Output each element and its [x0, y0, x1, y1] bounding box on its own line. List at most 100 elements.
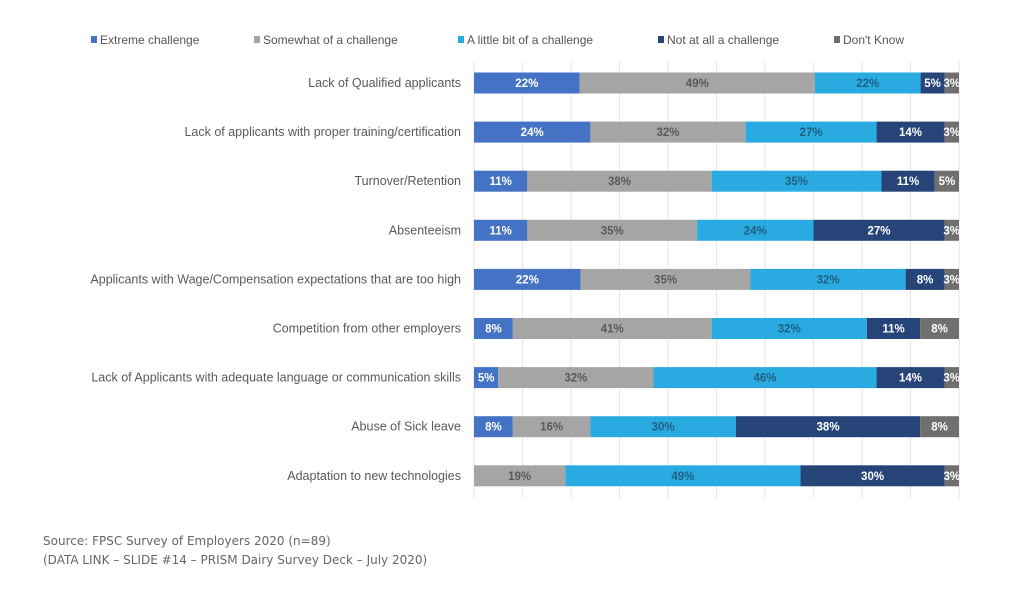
bar-segment-somewhat-of-a-challenge: [512, 318, 712, 339]
bar-segment-somewhat-of-a-challenge: [579, 72, 815, 94]
bar-row-competition-from-other-employers: 8% 41% 32% 11% 8%: [474, 318, 959, 339]
data-link-note: (DATA LINK – SLIDE #14 – PRISM Dairy Sur…: [43, 553, 428, 567]
data-label: 35%: [785, 176, 808, 188]
bar-segment-extreme-challenge: [474, 268, 581, 290]
category-label: Lack of applicants with proper training/…: [184, 125, 461, 139]
bar-segment-don-t-know: [920, 318, 959, 339]
bar-segment-extreme-challenge: [474, 219, 528, 241]
bar-segment-not-at-all-a-challenge: [735, 416, 921, 438]
bar-segment-don-t-know: [944, 219, 959, 241]
data-label: 11%: [897, 176, 919, 188]
legend-item-somewhat-of-a-challenge: Somewhat of a challenge: [254, 33, 398, 47]
data-label: 32%: [564, 373, 587, 385]
legend-label: Don't Know: [843, 33, 904, 47]
data-label: 14%: [899, 127, 922, 139]
bar-segment-not-at-all-a-challenge: [876, 367, 945, 389]
data-label: 49%: [686, 78, 709, 90]
bar-segment-somewhat-of-a-challenge: [527, 170, 712, 192]
legend-label: Somewhat of a challenge: [263, 33, 398, 47]
data-label: 35%: [601, 225, 624, 237]
data-label: 3%: [943, 274, 960, 286]
bar-segment-don-t-know: [944, 268, 959, 290]
legend-swatch: [458, 36, 464, 43]
data-label: 8%: [485, 324, 502, 336]
data-label: 3%: [943, 373, 960, 385]
data-label: 11%: [882, 324, 904, 336]
data-label: 8%: [931, 422, 948, 434]
legend-swatch: [91, 36, 97, 43]
bar-row-abuse-of-sick-leave: 8% 16% 30% 38% 8%: [474, 416, 959, 438]
bars: 22% 49% 22% 5% 3% 24% 32% 27% 14% 3% 11% 38% 35% 11% 5…: [466, 72, 960, 487]
bar-row-adaptation-to-new-technologies: 0%19%49%30%3%: [466, 465, 960, 487]
data-label: 46%: [753, 373, 776, 385]
legend-label: Extreme challenge: [100, 33, 200, 47]
bar-segment-don-t-know: [944, 465, 959, 487]
data-label: 22%: [515, 78, 538, 90]
legend-item-extreme-challenge: Extreme challenge: [91, 33, 200, 47]
data-label: 3%: [943, 127, 960, 139]
category-label: Competition from other employers: [273, 322, 461, 336]
bar-segment-not-at-all-a-challenge: [800, 465, 945, 487]
bar-segment-don-t-know: [920, 416, 959, 438]
bar-segment-not-at-all-a-challenge: [905, 268, 945, 290]
bar-segment-somewhat-of-a-challenge: [590, 121, 746, 143]
bar-segment-don-t-know: [944, 121, 959, 143]
data-label: 41%: [601, 324, 624, 336]
bar-segment-a-little-bit-of-a-challenge: [697, 219, 814, 241]
bar-segment-a-little-bit-of-a-challenge: [565, 465, 801, 487]
data-label: 8%: [485, 422, 502, 434]
legend-swatch: [254, 36, 260, 43]
bar-segment-extreme-challenge: [474, 367, 499, 389]
bar-segment-not-at-all-a-challenge: [920, 72, 945, 94]
bar-segment-extreme-challenge: [474, 416, 513, 438]
bar-segment-somewhat-of-a-challenge: [580, 268, 751, 290]
data-label: 5%: [478, 373, 495, 385]
legend-item-don-t-know: Don't Know: [834, 33, 904, 47]
data-label: 49%: [671, 471, 694, 483]
bar-segment-somewhat-of-a-challenge: [527, 219, 698, 241]
legend-item-a-little-bit-of-a-challenge: A little bit of a challenge: [458, 33, 593, 47]
bar-segment-extreme-challenge: [474, 121, 591, 143]
data-label: 32%: [656, 127, 679, 139]
data-label: 5%: [939, 176, 956, 188]
bar-segment-a-little-bit-of-a-challenge: [653, 367, 877, 389]
data-label: 30%: [652, 422, 675, 434]
bar-row-applicants-with-wage-compensation-expectations-that-are-too-high: 22% 35% 32% 8% 3%: [474, 268, 960, 290]
bar-segment-somewhat-of-a-challenge: [512, 416, 591, 438]
bar-segment-somewhat-of-a-challenge: [474, 465, 566, 487]
bar-segment-not-at-all-a-challenge: [881, 170, 935, 192]
data-label: 8%: [931, 324, 948, 336]
data-label: 11%: [489, 225, 511, 237]
data-label: 16%: [540, 422, 563, 434]
bar-segment-not-at-all-a-challenge: [876, 121, 945, 143]
data-label: 27%: [867, 225, 890, 237]
bar-segment-don-t-know: [944, 367, 959, 389]
category-label: Abuse of Sick leave: [351, 420, 461, 434]
category-label: Applicants with Wage/Compensation expect…: [90, 272, 461, 286]
data-label: 24%: [521, 127, 544, 139]
bar-segment-don-t-know: [934, 170, 959, 192]
legend-label: Not at all a challenge: [667, 33, 779, 47]
data-label: 22%: [516, 274, 539, 286]
data-label: 3%: [943, 225, 960, 237]
bar-segment-a-little-bit-of-a-challenge: [750, 268, 906, 290]
category-label: Absenteeism: [389, 223, 461, 237]
legend-label: A little bit of a challenge: [467, 33, 593, 47]
bar-segment-extreme-challenge: [474, 318, 513, 339]
legend: Extreme challenge Somewhat of a challenge…: [91, 33, 904, 47]
bar-segment-a-little-bit-of-a-challenge: [590, 416, 736, 438]
bar-segment-a-little-bit-of-a-challenge: [711, 170, 882, 192]
source-note: Source: FPSC Survey of Employers 2020 (n…: [43, 534, 331, 548]
bar-segment-a-little-bit-of-a-challenge: [745, 121, 877, 143]
bar-row-lack-of-applicants-with-proper-training-certification: 24% 32% 27% 14% 3%: [474, 121, 960, 143]
bar-row-lack-of-qualified-applicants: 22% 49% 22% 5% 3%: [474, 72, 960, 94]
data-label: 24%: [744, 225, 767, 237]
category-labels: Lack of Qualified applicants Lack of appl…: [90, 76, 461, 483]
data-label: 27%: [800, 127, 823, 139]
data-label: 22%: [856, 78, 879, 90]
data-label: 38%: [817, 422, 840, 434]
legend-swatch: [658, 36, 664, 43]
data-label: 35%: [654, 274, 677, 286]
bar-segment-a-little-bit-of-a-challenge: [711, 318, 867, 339]
category-label: Adaptation to new technologies: [287, 469, 461, 483]
